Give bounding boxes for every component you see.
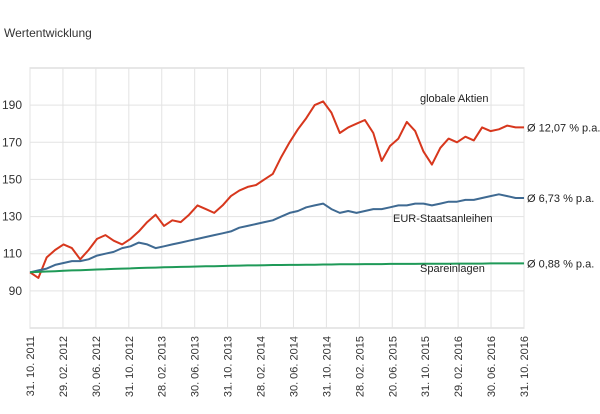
series-line-1 xyxy=(29,193,524,274)
series-annotation: Ø 12,07 % p.a. xyxy=(527,122,600,134)
x-axis-ticks: 31. 10. 2011 29. 02. 2012 30. 06. 2012 31. … xyxy=(25,336,531,397)
series-annotations: Ø 12,07 % p.a. Ø 6,73 % p.a. Ø 0,88 % p.a. xyxy=(527,122,600,270)
x-tick-label: 31. 10. 2013 xyxy=(223,336,235,397)
y-tick-label: 110 xyxy=(3,247,22,261)
x-tick-label: 28. 02. 2014 xyxy=(256,336,268,397)
y-axis-ticks: 90 110 130 150 170 190 xyxy=(2,98,22,298)
series-annotation: Ø 0,88 % p.a. xyxy=(527,258,594,270)
series-line-2 xyxy=(29,262,524,274)
x-tick-label: 31. 10. 2012 xyxy=(124,336,136,397)
y-tick-label: 130 xyxy=(2,210,22,224)
series-annotation: Ø 6,73 % p.a. xyxy=(527,193,594,205)
y-tick-label: 170 xyxy=(2,135,22,149)
series-label: globale Aktien xyxy=(420,93,489,105)
x-tick-label: 31. 10. 2016 xyxy=(519,336,531,397)
x-tick-label: 31. 10. 2011 xyxy=(25,336,37,396)
x-tick-label: 30. 06. 2013 xyxy=(190,336,202,397)
x-tick-label: 30. 06. 2016 xyxy=(486,336,498,397)
series-line-0 xyxy=(29,100,524,279)
series-lines xyxy=(29,100,524,279)
y-tick-label: 150 xyxy=(2,172,22,186)
x-tick-label: 30. 06. 2014 xyxy=(288,336,300,397)
x-tick-label: 30. 06. 2012 xyxy=(91,336,103,397)
grid-lines xyxy=(29,68,525,328)
chart-title: Wertentwicklung xyxy=(4,26,92,40)
series-labels: globale Aktien EUR-Staatsanleihen Spareinl… xyxy=(393,93,493,275)
x-tick-label: 31. 10. 2015 xyxy=(420,336,432,397)
x-tick-label: 28. 02. 2013 xyxy=(157,336,169,397)
x-tick-label: 31. 10. 2014 xyxy=(321,336,333,397)
x-tick-label: 20. 06. 2015 xyxy=(387,336,399,397)
plot-area xyxy=(29,67,525,329)
x-tick-label: 29. 02. 2012 xyxy=(58,336,70,397)
series-label: EUR-Staatsanleihen xyxy=(393,213,493,225)
x-tick-label: 28. 02. 2015 xyxy=(354,336,366,397)
y-tick-label: 90 xyxy=(9,284,23,298)
x-tick-label: 29. 02. 2016 xyxy=(453,336,465,397)
y-tick-label: 190 xyxy=(2,98,22,112)
series-label: Spareinlagen xyxy=(420,263,485,275)
